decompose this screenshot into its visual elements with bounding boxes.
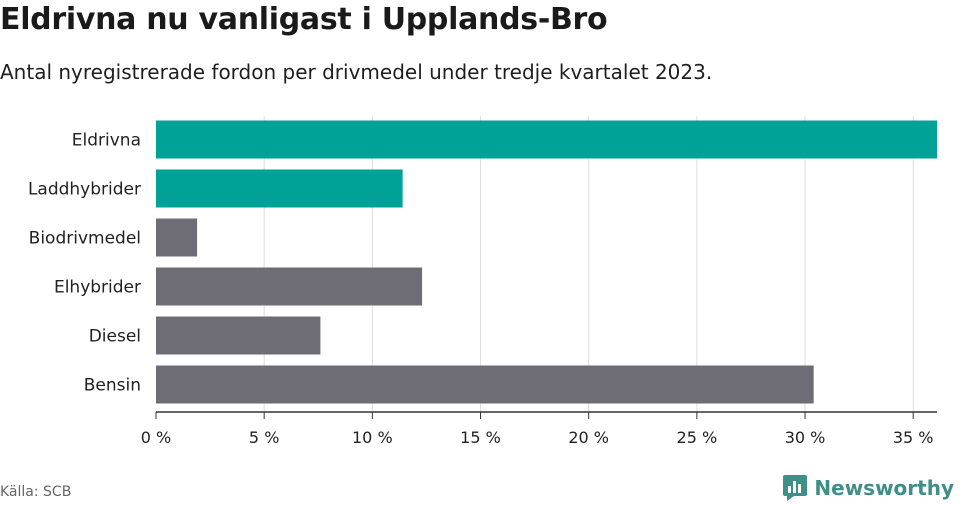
x-tick-label: 15 % [460, 428, 501, 447]
x-tick-label: 0 % [141, 428, 171, 447]
bars [156, 120, 937, 404]
bar-laddhybrider[interactable] [156, 169, 403, 208]
bar-eldrivna[interactable] [156, 120, 937, 159]
category-label: Biodrivmedel [29, 229, 141, 249]
newsworthy-logo[interactable]: Newsworthy [782, 474, 954, 502]
category-label: Bensin [84, 376, 141, 396]
category-label: Laddhybrider [28, 180, 141, 200]
bar-bensin[interactable] [156, 365, 814, 404]
newsworthy-icon [783, 475, 808, 501]
category-label: Diesel [89, 327, 141, 347]
category-labels: Eldrivna Laddhybrider Biodrivmedel Elhybrid… [28, 131, 141, 396]
newsworthy-wordmark: Newsworthy [814, 476, 954, 500]
x-tick-label: 25 % [677, 428, 718, 447]
category-label: Elhybrider [54, 278, 141, 298]
x-tick-label: 30 % [785, 428, 826, 447]
chart-subtitle: Antal nyregistrerade fordon per drivmede… [0, 60, 713, 84]
chart-title: Eldrivna nu vanligast i Upplands-Bro [0, 2, 608, 37]
x-tick-label: 5 % [249, 428, 279, 447]
x-tick-label: 20 % [568, 428, 609, 447]
x-tick-label: 35 % [893, 428, 934, 447]
x-tick-label: 10 % [352, 428, 393, 447]
category-label: Eldrivna [72, 131, 141, 151]
source-note: Källa: SCB [0, 484, 72, 500]
gridlines [263, 116, 914, 412]
bar-elhybrider[interactable] [156, 267, 423, 306]
bar-biodrivmedel[interactable] [156, 218, 198, 257]
bar-diesel[interactable] [156, 316, 321, 355]
x-axis: 0 % 5 % 10 % 15 % 20 % 25 % 30 % 35 % [141, 411, 937, 447]
bar-chart: Eldrivna Laddhybrider Biodrivmedel Elhybrid… [28, 116, 937, 447]
